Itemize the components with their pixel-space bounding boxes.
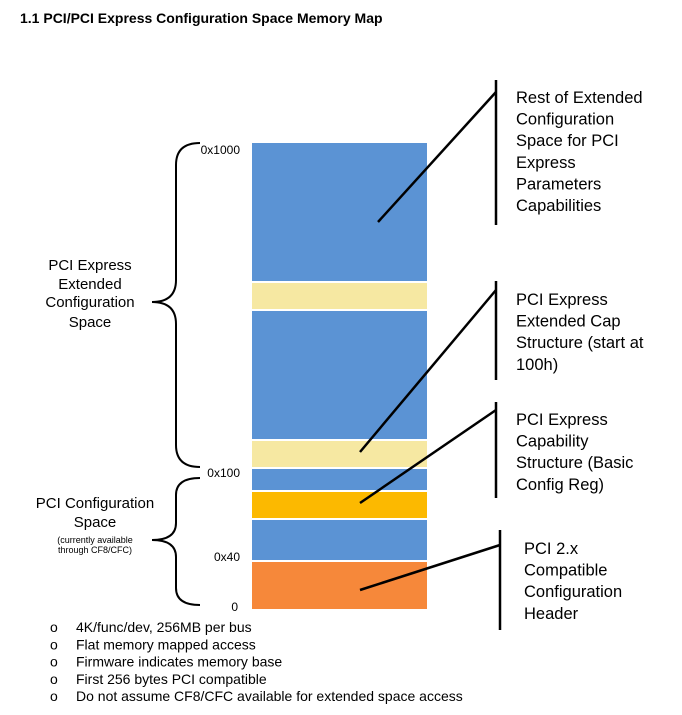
bullet-symbol: o [50,619,58,635]
callout-text: PCI 2.x [524,540,579,558]
brace [151,477,201,606]
callout-text: PCI Express [516,411,608,429]
label: Space [74,514,117,531]
label: Extended [58,276,121,293]
callout-text: Parameters [516,175,601,193]
callout-text: Extended Cap [516,313,621,331]
bullet-text: Firmware indicates memory base [76,654,282,670]
label: PCI Configuration [36,495,154,512]
block [252,283,427,309]
bullet-symbol: o [50,636,58,652]
bullet-symbol: o [50,654,58,670]
block [252,492,427,518]
callout-text: Compatible [524,562,607,580]
address: 0 [231,600,238,614]
block [252,520,427,560]
callout-text: Config Reg) [516,476,604,494]
brace [151,142,201,468]
label: Space [69,314,112,331]
callout-text: Configuration [524,583,622,601]
callout-text: PCI Express [516,291,608,309]
bullet-text: First 256 bytes PCI compatible [76,671,267,687]
address: 0x40 [214,550,240,564]
callout-text: Capability [516,433,589,451]
block [252,311,427,439]
address: 0x1000 [201,143,241,157]
block [252,562,427,609]
block [252,469,427,490]
callout-text: Structure (Basic [516,454,633,472]
bullet-text: 4K/func/dev, 256MB per bus [76,619,252,635]
callout-text: Header [524,605,579,623]
callout-text: Structure (start at [516,334,644,352]
bullets: o 4K/func/dev, 256MB per bus o Flat memory … [50,619,463,704]
callout-text: Capabilities [516,197,601,215]
block [252,143,427,281]
callout-text: Express [516,154,576,172]
callout-text: Space for PCI [516,132,619,150]
note: (currently available [57,535,133,545]
title: 1.1 PCI/PCI Express Configuration Space … [20,10,383,26]
memory-column [252,143,427,609]
left-labels: PCI Express Extended Configuration Space… [36,257,154,555]
address: 0x100 [207,466,240,480]
pointer [359,543,501,592]
note: through CF8/CFC) [58,545,132,555]
bullet-symbol: o [50,671,58,687]
callouts: Rest of Extended Configuration Space for P… [516,89,644,623]
block [252,441,427,467]
bullet-text: Do not assume CF8/CFC available for exte… [76,688,463,704]
callout-text: 100h) [516,356,558,374]
label: PCI Express [48,257,131,274]
bullet-symbol: o [50,688,58,704]
callout-lines [359,80,502,630]
addresses: 0x1000 0x100 0x40 0 [201,143,241,614]
pointer [377,91,497,223]
callout-text: Rest of Extended [516,89,643,107]
braces [151,142,201,606]
label: Configuration [45,294,134,311]
pointer [359,289,497,453]
callout-text: Configuration [516,111,614,129]
bullet-text: Flat memory mapped access [76,636,256,652]
pointer [359,408,497,505]
